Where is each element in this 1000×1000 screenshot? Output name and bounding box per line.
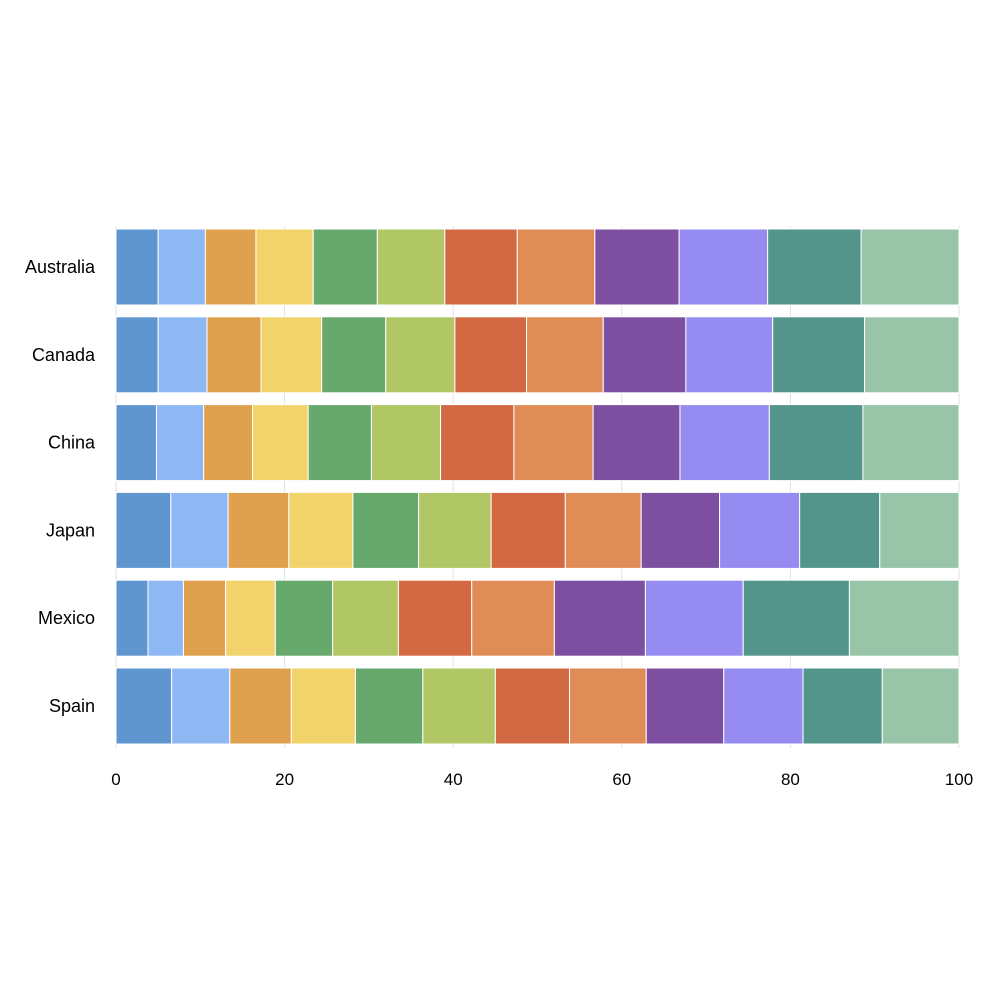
bar-segment xyxy=(229,667,292,745)
bar-segment xyxy=(440,404,515,482)
bar-segment xyxy=(204,228,257,306)
bar-segment xyxy=(719,491,801,569)
bar-segment xyxy=(354,667,424,745)
bar-segment xyxy=(526,316,604,394)
bar-segment xyxy=(115,579,149,657)
bar-segment xyxy=(225,579,276,657)
bar-segment xyxy=(290,667,356,745)
bar-segment xyxy=(274,579,334,657)
category-label: Spain xyxy=(49,696,95,716)
bar-segment xyxy=(182,579,227,657)
bar-segment xyxy=(879,491,960,569)
bar-segment xyxy=(115,667,173,745)
bar-segment xyxy=(471,579,555,657)
bar-segment xyxy=(799,491,881,569)
x-tick-label: 40 xyxy=(444,770,463,789)
bar-segment xyxy=(157,228,206,306)
bar-segment xyxy=(418,491,492,569)
bar-segment xyxy=(352,491,420,569)
bar-segment xyxy=(553,579,646,657)
bar-segment xyxy=(767,228,862,306)
bar-row xyxy=(115,667,960,745)
x-tick-labels: 0 20 40 60 80 100 xyxy=(111,770,973,789)
category-label: Japan xyxy=(46,520,95,540)
category-labels: Australia Canada China Japan Mexico Spain xyxy=(25,257,96,716)
bar-segment xyxy=(444,228,518,306)
bar-segment xyxy=(494,667,571,745)
bar-segment xyxy=(252,404,309,482)
bar-row xyxy=(115,228,960,306)
category-label: Canada xyxy=(32,345,96,365)
x-tick-label: 100 xyxy=(945,770,973,789)
bar-segment xyxy=(332,579,399,657)
x-tick-label: 0 xyxy=(111,770,120,789)
x-tick-label: 60 xyxy=(612,770,631,789)
bar-segment xyxy=(385,316,456,394)
bar-segment xyxy=(321,316,387,394)
bar-segment xyxy=(645,667,725,745)
bar-segment xyxy=(848,579,960,657)
bar-segment xyxy=(772,316,866,394)
bar-segment xyxy=(860,228,960,306)
bar-segment xyxy=(422,667,496,745)
bar-row xyxy=(115,579,960,657)
bar-segment xyxy=(723,667,804,745)
bar-segment xyxy=(115,228,159,306)
category-label: Australia xyxy=(25,257,96,277)
bar-segment xyxy=(644,579,744,657)
bar-segment xyxy=(307,404,372,482)
bar-segment xyxy=(768,404,864,482)
bar-segment xyxy=(115,491,172,569)
bar-segment xyxy=(881,667,960,745)
bar-segment xyxy=(742,579,850,657)
bar-segment xyxy=(312,228,378,306)
bar-segment xyxy=(376,228,446,306)
bar-segment xyxy=(602,316,687,394)
bar-segment xyxy=(864,316,960,394)
bar-segment xyxy=(255,228,314,306)
bar-segment xyxy=(592,404,681,482)
bar-segment xyxy=(370,404,442,482)
bar-segment xyxy=(171,667,231,745)
bar-segment xyxy=(564,491,642,569)
bar-segment xyxy=(802,667,883,745)
bar-row xyxy=(115,316,960,394)
bar-segment xyxy=(397,579,473,657)
bar-segment xyxy=(862,404,960,482)
bar-segment xyxy=(115,316,159,394)
bar-segment xyxy=(678,228,769,306)
bar-segment xyxy=(288,491,354,569)
bar-segment xyxy=(640,491,721,569)
bar-segment xyxy=(490,491,566,569)
bar-segment xyxy=(685,316,774,394)
bars xyxy=(115,228,960,745)
bar-segment xyxy=(513,404,594,482)
bar-row xyxy=(115,491,960,569)
bar-segment xyxy=(147,579,184,657)
bar-segment xyxy=(157,316,208,394)
bar-segment xyxy=(203,404,254,482)
bar-segment xyxy=(170,491,229,569)
category-label: China xyxy=(48,433,96,453)
bar-segment xyxy=(227,491,290,569)
bar-segment xyxy=(569,667,647,745)
x-tick-label: 80 xyxy=(781,770,800,789)
bar-row xyxy=(115,404,960,482)
bar-segment xyxy=(454,316,528,394)
bar-segment xyxy=(155,404,205,482)
gridlines xyxy=(115,226,960,748)
bar-segment xyxy=(206,316,262,394)
bar-segment xyxy=(679,404,770,482)
x-tick-label: 20 xyxy=(275,770,294,789)
bar-segment xyxy=(115,404,157,482)
bar-segment xyxy=(516,228,596,306)
category-label: Mexico xyxy=(38,608,95,628)
bar-segment xyxy=(594,228,680,306)
bar-segment xyxy=(260,316,323,394)
